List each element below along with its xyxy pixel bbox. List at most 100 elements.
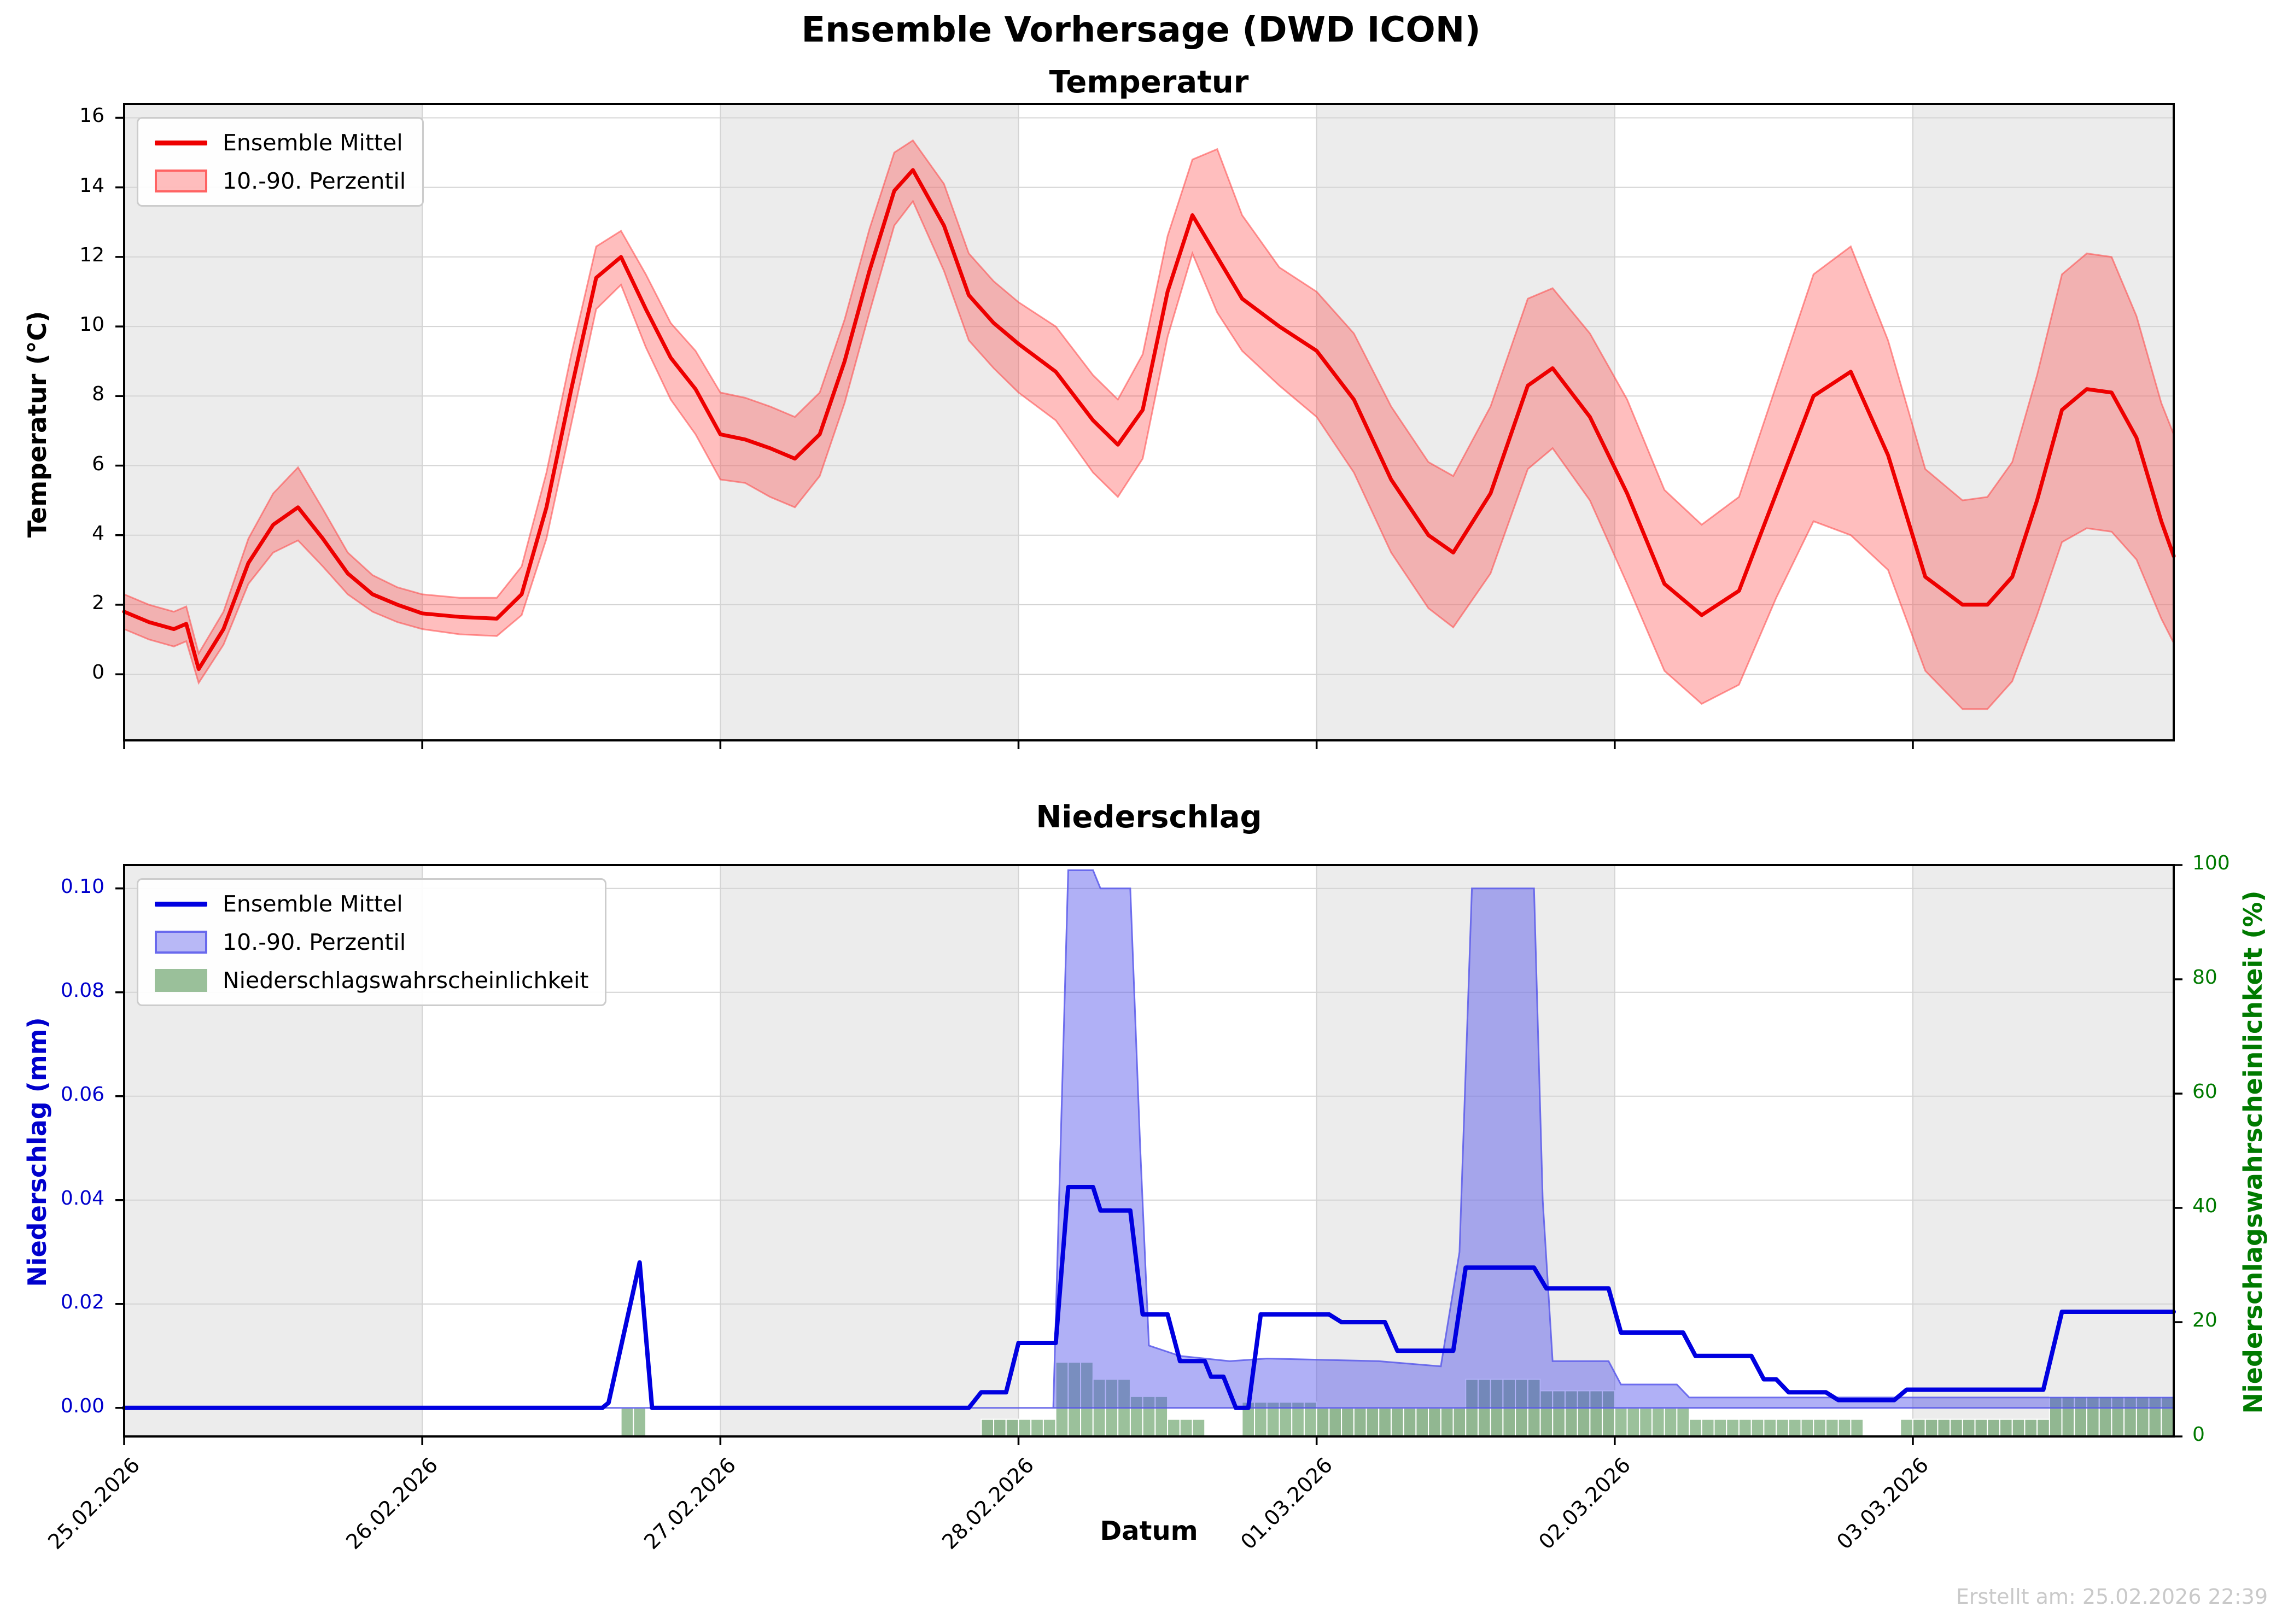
blue-band-swatch-icon <box>155 931 207 954</box>
precip-probability-bar <box>1005 1418 1019 1437</box>
precip-probability-bar <box>1030 1418 1044 1437</box>
legend-item-percentile-band: 10.-90. Perzentil <box>155 929 588 955</box>
precip-probability-bar <box>2011 1418 2026 1437</box>
precip-probability-bar <box>1042 1418 1057 1437</box>
precip-probability-bar <box>1353 1407 1367 1437</box>
temperature-mean-line <box>122 168 2176 671</box>
precip-probability-bar <box>1328 1407 1343 1437</box>
precip-probability-bar <box>1850 1418 1864 1437</box>
temperature-y-tick-label: 2 <box>92 591 104 614</box>
precip-probability-bar <box>1365 1407 1380 1437</box>
precip-probability-bar <box>1726 1418 1740 1437</box>
precip-probability-bar <box>1167 1418 1181 1437</box>
temperature-y-tick-label: 8 <box>92 383 104 406</box>
precip-probability-bar <box>1837 1418 1852 1437</box>
precip-probability-bar <box>1018 1418 1032 1437</box>
green-bar-swatch-icon <box>155 969 207 992</box>
precip-probability-bar <box>1676 1407 1690 1437</box>
precip-probability-bar <box>1750 1418 1765 1437</box>
precipitation-y-tick-label: 0.04 <box>60 1187 104 1210</box>
precipitation-legend: Ensemble Mittel 10.-90. Perzentil Nieder… <box>137 878 607 1006</box>
precip-probability-bar <box>1950 1418 1963 1437</box>
precip-probability-bar <box>1912 1418 1926 1437</box>
legend-label: Niederschlagswahrscheinlichkeit <box>223 967 589 994</box>
legend-item-precip-probability: Niederschlagswahrscheinlichkeit <box>155 967 588 994</box>
probability-y-tick-label: 100 <box>2192 852 2230 874</box>
precipitation-y-tick-label: 0.00 <box>60 1394 104 1417</box>
night-day-shade-band <box>1316 865 1615 1436</box>
blue-line-swatch-icon <box>155 901 207 907</box>
precip-probability-bar <box>620 1407 634 1437</box>
figure-title: Ensemble Vorhersage (DWD ICON) <box>801 10 1481 50</box>
precip-probability-bar <box>1900 1418 1913 1437</box>
temperature-y-tick-label: 6 <box>92 452 104 475</box>
precip-probability-bar <box>1999 1418 2013 1437</box>
precip-probability-bar <box>1701 1418 1715 1437</box>
temperature-legend: Ensemble Mittel 10.-90. Perzentil <box>137 117 424 207</box>
precip-probability-bar <box>980 1418 995 1437</box>
precip-probability-bar <box>1651 1407 1665 1437</box>
precip-probability-bar <box>1452 1407 1467 1437</box>
legend-item-ensemble-mean: Ensemble Mittel <box>155 891 588 917</box>
precip-probability-bar <box>1639 1407 1653 1437</box>
legend-label: 10.-90. Perzentil <box>223 929 406 955</box>
precip-probability-bar <box>1763 1418 1777 1437</box>
precip-probability-bar <box>1924 1418 1939 1437</box>
precip-probability-bar <box>1664 1407 1678 1437</box>
night-day-shade-band <box>1912 104 2174 740</box>
temperature-subplot-title: Temperatur <box>1049 65 1249 100</box>
precip-probability-bar <box>1179 1418 1193 1437</box>
temperature-percentile-band <box>123 139 2175 710</box>
precipitation-percentile-band <box>124 869 2175 1409</box>
temperature-y-tick-label: 16 <box>79 104 104 127</box>
precip-probability-bar <box>1341 1407 1355 1437</box>
temperature-y-tick-label: 12 <box>79 243 104 266</box>
precip-probability-bar <box>1738 1418 1752 1437</box>
probability-y-tick-label: 0 <box>2192 1423 2205 1446</box>
precip-probability-bar <box>993 1418 1007 1437</box>
temperature-y-tick-label: 4 <box>92 522 104 545</box>
night-day-shade-band <box>720 865 1019 1436</box>
probability-y-axis-label: Niederschlagswahrscheinlichkeit (%) <box>2238 890 2268 1414</box>
temperature-y-tick-label: 0 <box>92 661 104 684</box>
pink-band-swatch-icon <box>155 170 207 192</box>
precipitation-y-axis-label: Niederschlag (mm) <box>22 1017 52 1287</box>
precip-probability-bar <box>1689 1418 1702 1437</box>
precipitation-subplot-title: Niederschlag <box>1036 799 1262 835</box>
precip-probability-bar <box>2036 1418 2050 1437</box>
legend-item-percentile-band: 10.-90. Perzentil <box>155 168 406 194</box>
legend-label: Ensemble Mittel <box>223 130 403 156</box>
precip-probability-bar <box>1937 1418 1951 1437</box>
precip-probability-bar <box>1403 1407 1417 1437</box>
precip-probability-bar <box>1440 1407 1454 1437</box>
precip-probability-bar <box>1962 1418 1976 1437</box>
precip-probability-bar <box>1713 1418 1727 1437</box>
precip-probability-bar <box>1192 1418 1206 1437</box>
precipitation-y-tick-label: 0.08 <box>60 979 104 1002</box>
precip-probability-bar <box>1614 1407 1628 1437</box>
precip-probability-bar <box>2024 1418 2038 1437</box>
precip-probability-bar <box>1390 1407 1404 1437</box>
created-timestamp: Erstellt am: 25.02.2026 22:39 <box>1956 1585 2268 1609</box>
probability-y-tick-label: 60 <box>2192 1080 2217 1103</box>
temperature-y-tick-label: 14 <box>79 174 104 197</box>
legend-label: 10.-90. Perzentil <box>223 168 406 194</box>
precip-probability-bar <box>1987 1418 2000 1437</box>
precipitation-y-tick-label: 0.02 <box>60 1290 104 1313</box>
probability-y-tick-label: 40 <box>2192 1195 2217 1217</box>
red-line-swatch-icon <box>155 140 207 145</box>
precip-probability-bar <box>1813 1418 1826 1437</box>
precip-probability-bar <box>1316 1407 1330 1437</box>
precipitation-y-tick-label: 0.10 <box>60 875 104 898</box>
night-day-shade-band <box>1912 865 2174 1436</box>
legend-item-ensemble-mean: Ensemble Mittel <box>155 130 406 156</box>
night-day-shade-band <box>124 104 423 740</box>
legend-label: Ensemble Mittel <box>223 891 403 917</box>
precipitation-mean-line <box>122 1185 2176 1410</box>
precip-probability-bar <box>1825 1418 1839 1437</box>
precip-probability-bar <box>1974 1418 1988 1437</box>
precip-probability-bar <box>1428 1407 1441 1437</box>
precipitation-y-tick-label: 0.06 <box>60 1083 104 1106</box>
